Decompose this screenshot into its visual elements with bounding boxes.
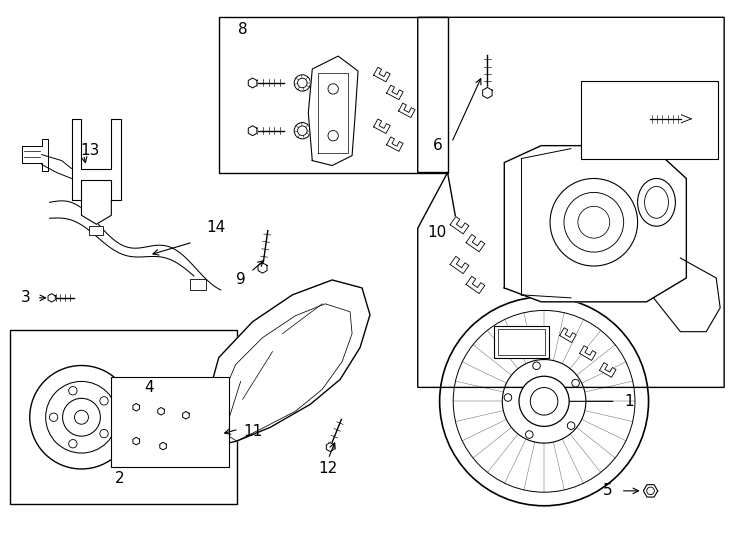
Polygon shape (374, 119, 390, 133)
Polygon shape (71, 119, 121, 200)
Circle shape (572, 380, 579, 387)
Polygon shape (258, 263, 267, 273)
Bar (494, 326, 549, 357)
Text: 3: 3 (21, 291, 31, 305)
Polygon shape (327, 443, 334, 451)
Polygon shape (158, 408, 164, 415)
Polygon shape (504, 146, 686, 302)
Ellipse shape (638, 179, 675, 226)
Text: 7: 7 (587, 85, 597, 100)
Polygon shape (374, 68, 390, 82)
Bar (219, 17, 448, 172)
Text: 12: 12 (319, 462, 338, 476)
Text: 13: 13 (80, 143, 99, 158)
Bar (10, 330, 236, 504)
Circle shape (100, 429, 108, 438)
Circle shape (567, 422, 575, 429)
Bar (90, 226, 103, 235)
Circle shape (69, 440, 77, 448)
Text: 6: 6 (433, 138, 443, 153)
Polygon shape (48, 294, 55, 302)
Bar (498, 329, 545, 355)
Polygon shape (248, 126, 257, 136)
Text: 8: 8 (238, 22, 247, 37)
Polygon shape (387, 85, 403, 100)
Polygon shape (450, 256, 469, 274)
Text: 1: 1 (624, 394, 633, 409)
Circle shape (550, 179, 638, 266)
Text: 4: 4 (145, 380, 154, 395)
Polygon shape (387, 137, 403, 151)
Polygon shape (308, 56, 358, 166)
Circle shape (30, 366, 133, 469)
Circle shape (328, 84, 338, 94)
Circle shape (504, 394, 512, 401)
Polygon shape (580, 346, 596, 360)
Polygon shape (183, 411, 189, 419)
Polygon shape (22, 139, 48, 171)
Circle shape (100, 397, 108, 405)
Polygon shape (560, 328, 576, 342)
Text: 10: 10 (428, 225, 447, 240)
Circle shape (519, 376, 569, 427)
Polygon shape (466, 234, 485, 252)
Bar (190, 280, 206, 291)
Text: 11: 11 (243, 424, 262, 438)
Circle shape (440, 297, 649, 506)
Circle shape (328, 131, 338, 141)
Polygon shape (600, 363, 616, 377)
Polygon shape (466, 276, 485, 294)
Bar (581, 81, 718, 159)
Polygon shape (644, 485, 658, 497)
Bar (112, 377, 229, 467)
Polygon shape (160, 442, 167, 450)
Circle shape (526, 431, 533, 438)
Polygon shape (133, 403, 139, 411)
Circle shape (49, 413, 58, 421)
Text: 2: 2 (115, 471, 124, 487)
Polygon shape (450, 217, 469, 234)
Polygon shape (399, 103, 415, 118)
Polygon shape (81, 200, 112, 224)
Polygon shape (248, 78, 257, 88)
Text: 9: 9 (236, 273, 246, 287)
Text: 14: 14 (206, 220, 225, 235)
Circle shape (533, 362, 540, 369)
Circle shape (69, 387, 77, 395)
Text: 5: 5 (603, 483, 613, 498)
Polygon shape (483, 87, 492, 98)
Polygon shape (206, 280, 370, 447)
Polygon shape (133, 437, 139, 445)
Polygon shape (636, 113, 647, 124)
